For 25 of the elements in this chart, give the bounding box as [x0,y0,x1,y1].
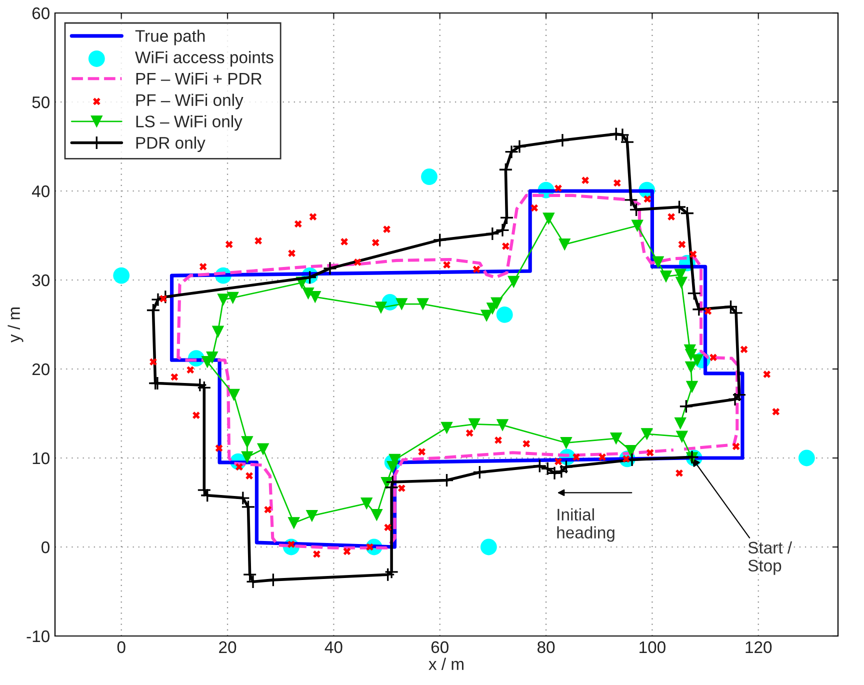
x-tick-label: 100 [640,641,666,654]
x-tick-label: 80 [537,641,555,654]
y-axis-title: y / m [8,308,24,343]
x-tick-label: 20 [219,641,236,654]
legend-label: PDR only [136,136,206,152]
annotation: Initial heading [557,508,614,542]
legend-label: True path [135,30,205,46]
x-axis-title: x / m [428,658,464,670]
y-tick-label: 50 [32,96,50,108]
y-tick-label: 20 [32,363,50,376]
y-tick-label: 30 [32,274,50,286]
y-tick-label: 40 [32,185,50,198]
y-tick-label: 0 [42,541,50,554]
legend-label: PF – WiFi only [136,94,244,110]
x-tick-label: 60 [431,641,448,654]
legend-label: LS – WiFi only [136,115,242,131]
x-tick-label: 0 [117,641,126,654]
y-tick-label: 60 [32,7,50,20]
x-tick-label: 40 [324,641,342,654]
x-tick-label: 120 [746,641,772,654]
annotation: Start / Stop [748,541,792,575]
y-tick-label: 10 [32,452,50,464]
y-tick-label: -10 [26,630,50,642]
legend-label: PF – WiFi + PDR [136,72,262,84]
legend-label: WiFi access points [135,51,274,67]
